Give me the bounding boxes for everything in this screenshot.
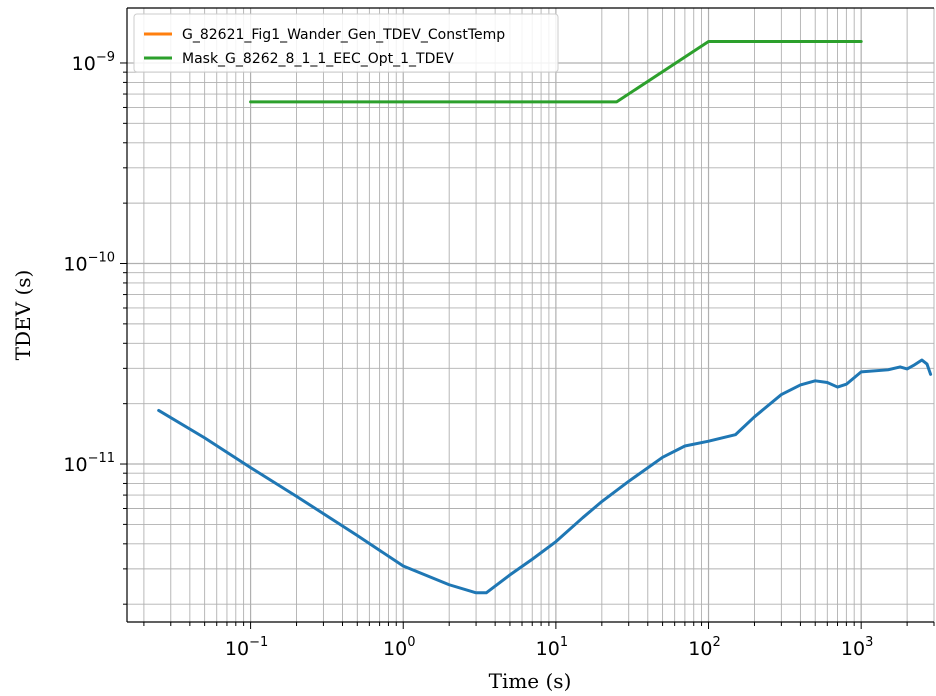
axes xyxy=(126,7,934,623)
x-tick-label: 102 xyxy=(688,635,720,660)
legend-label-1: Mask_G_8262_8_1_1_EEC_Opt_1_TDEV xyxy=(182,51,454,67)
x-tick-label: 103 xyxy=(841,635,873,660)
series-group xyxy=(157,39,933,595)
y-tick-label: 10−9 xyxy=(72,50,115,75)
legend-label-0: G_82621_Fig1_Wander_Gen_TDEV_ConstTemp xyxy=(182,27,505,43)
legend-box xyxy=(133,13,559,73)
y-tick-label: 10−11 xyxy=(63,451,115,476)
x-ticks: 10−1 100 101 102 103 xyxy=(143,622,935,660)
series-line-1 xyxy=(249,39,863,104)
x-axis-label: Time (s) xyxy=(489,669,572,693)
legend: G_82621_Fig1_Wander_Gen_TDEV_ConstTemp M… xyxy=(133,13,559,73)
y-ticks: 10−11 10−10 10−9 xyxy=(63,50,127,605)
series-line-0 xyxy=(157,358,933,595)
x-tick-label: 100 xyxy=(383,635,415,660)
x-tick-label: 10−1 xyxy=(225,635,268,660)
y-tick-label: 10−10 xyxy=(63,250,115,275)
x-tick-label: 101 xyxy=(536,635,568,660)
grid xyxy=(127,8,935,622)
y-axis-label: TDEV (s) xyxy=(11,270,35,361)
plot-area xyxy=(127,8,934,622)
